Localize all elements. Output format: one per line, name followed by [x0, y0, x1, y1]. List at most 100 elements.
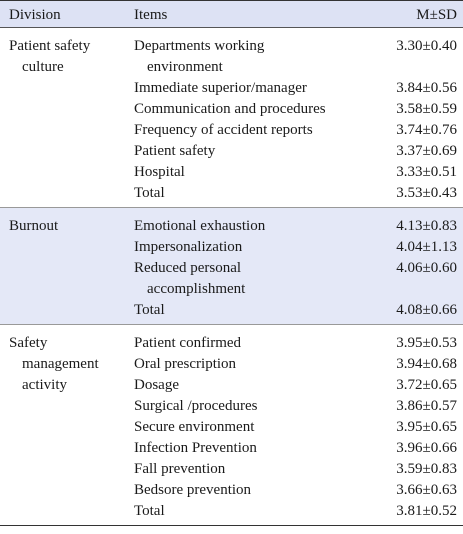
table-row: Infection Prevention 3.96±0.66 — [134, 438, 457, 459]
item-value: 4.08±0.66 — [396, 302, 457, 318]
table-row: Total 3.53±0.43 — [134, 183, 457, 204]
item-label: Emotional exhaustion — [134, 216, 457, 237]
item-label-line: Communication and procedures — [134, 101, 326, 117]
item-label: Reduced personal accomplishment — [134, 258, 457, 300]
item-label-line: Frequency of accident reports — [134, 122, 313, 138]
item-value: 3.95±0.53 — [396, 335, 457, 351]
item-label-line: Patient safety — [134, 143, 216, 159]
table-row: Immediate superior/manager 3.84±0.56 — [134, 78, 457, 99]
item-label-line: Total — [134, 302, 165, 318]
item-value: 3.94±0.68 — [396, 356, 457, 372]
item-value: 3.66±0.63 — [396, 482, 457, 498]
table-row: Reduced personal accomplishment 4.06±0.60 — [134, 258, 457, 300]
item-label: Departments working environment — [134, 36, 457, 78]
item-label: Surgical /procedures — [134, 396, 457, 417]
item-value: 3.96±0.66 — [396, 440, 457, 456]
division-label-line: Burnout — [9, 218, 59, 234]
table-row: Impersonalization 4.04±1.13 — [134, 237, 457, 258]
table-row: Fall prevention 3.59±0.83 — [134, 459, 457, 480]
division-label-line: activity — [22, 377, 67, 393]
item-value: 3.72±0.65 — [396, 377, 457, 393]
table-section: Safety management activity Patient confirme… — [0, 325, 463, 526]
table-row: Bedsore prevention 3.66±0.63 — [134, 480, 457, 501]
item-label-line: Hospital — [134, 164, 185, 180]
item-value: 3.74±0.76 — [396, 122, 457, 138]
item-value: 3.95±0.65 — [396, 419, 457, 435]
item-label-line: Emotional exhaustion — [134, 218, 266, 234]
item-label: Oral prescription — [134, 354, 457, 375]
item-label: Immediate superior/manager — [134, 78, 457, 99]
table-row: Departments working environment 3.30±0.40 — [134, 36, 457, 78]
item-value: 3.84±0.56 — [396, 80, 457, 96]
item-label: Frequency of accident reports — [134, 120, 457, 141]
division-label-line: management — [22, 356, 99, 372]
item-value: 3.53±0.43 — [396, 185, 457, 201]
item-label-line: Patient confirmed — [134, 335, 242, 351]
item-label-line: Reduced personal — [134, 260, 242, 276]
item-value: 3.30±0.40 — [396, 38, 457, 54]
item-label: Infection Prevention — [134, 438, 457, 459]
division-label-line: culture — [22, 59, 64, 75]
item-label: Fall prevention — [134, 459, 457, 480]
header-items: Items — [134, 7, 168, 23]
table-row: Frequency of accident reports 3.74±0.76 — [134, 120, 457, 141]
item-value: 3.37±0.69 — [396, 143, 457, 159]
item-label-line: Total — [134, 185, 165, 201]
table-row: Total 4.08±0.66 — [134, 300, 457, 321]
division-label: Safety management activity — [9, 333, 129, 396]
item-value: 3.58±0.59 — [396, 101, 457, 117]
table-row: Emotional exhaustion 4.13±0.83 — [134, 216, 457, 237]
table-section: Burnout Emotional exhaustion 4.13±0.83 Impe… — [0, 208, 463, 325]
item-value: 4.06±0.60 — [396, 260, 457, 276]
item-label-line: Surgical /procedures — [134, 398, 258, 414]
division-label-line: Safety — [9, 335, 48, 351]
item-label: Total — [134, 501, 457, 522]
table-body: Patient safety culture Departments working… — [0, 28, 463, 526]
table-row: Total 3.81±0.52 — [134, 501, 457, 522]
item-label: Secure environment — [134, 417, 457, 438]
item-label-line: Immediate superior/manager — [134, 80, 307, 96]
item-label-line: Impersonalization — [134, 239, 243, 255]
item-label: Bedsore prevention — [134, 480, 457, 501]
item-label-line: Departments working — [134, 38, 265, 54]
item-label-line: Infection Prevention — [134, 440, 257, 456]
table-header: Division Items M±SD — [0, 0, 463, 28]
item-label-line: Oral prescription — [134, 356, 237, 372]
item-label: Patient confirmed — [134, 333, 457, 354]
table-row: Patient safety 3.37±0.69 — [134, 141, 457, 162]
item-label-line: accomplishment — [147, 281, 246, 297]
item-label: Hospital — [134, 162, 457, 183]
item-label-line: Total — [134, 503, 165, 519]
item-label-line: Dosage — [134, 377, 179, 393]
item-label: Total — [134, 183, 457, 204]
item-value: 4.04±1.13 — [396, 239, 457, 255]
header-value: M±SD — [416, 7, 457, 23]
table-row: Hospital 3.33±0.51 — [134, 162, 457, 183]
item-label: Total — [134, 300, 457, 321]
item-label-line: Fall prevention — [134, 461, 226, 477]
table-section: Patient safety culture Departments working… — [0, 28, 463, 208]
table-row: Surgical /procedures 3.86±0.57 — [134, 396, 457, 417]
table-row: Patient confirmed 3.95±0.53 — [134, 333, 457, 354]
item-label: Impersonalization — [134, 237, 457, 258]
item-label-line: Bedsore prevention — [134, 482, 252, 498]
table-row: Dosage 3.72±0.65 — [134, 375, 457, 396]
header-division: Division — [9, 7, 61, 23]
division-label: Patient safety culture — [9, 36, 129, 78]
item-value: 3.86±0.57 — [396, 398, 457, 414]
item-label-line: Secure environment — [134, 419, 255, 435]
item-label: Dosage — [134, 375, 457, 396]
item-value: 3.81±0.52 — [396, 503, 457, 519]
division-label-line: Patient safety — [9, 38, 91, 54]
table-row: Communication and procedures 3.58±0.59 — [134, 99, 457, 120]
item-value: 3.33±0.51 — [396, 164, 457, 180]
item-value: 4.13±0.83 — [396, 218, 457, 234]
division-label: Burnout — [9, 216, 129, 237]
item-label: Communication and procedures — [134, 99, 457, 120]
item-label: Patient safety — [134, 141, 457, 162]
item-label-line: environment — [147, 59, 223, 75]
item-value: 3.59±0.83 — [396, 461, 457, 477]
table-row: Secure environment 3.95±0.65 — [134, 417, 457, 438]
table-row: Oral prescription 3.94±0.68 — [134, 354, 457, 375]
